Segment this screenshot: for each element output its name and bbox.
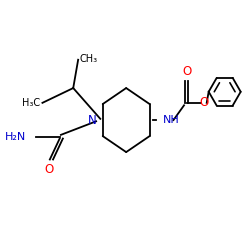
Text: O: O xyxy=(44,163,53,176)
Text: O: O xyxy=(182,65,191,78)
Text: NH: NH xyxy=(163,115,180,125)
Text: O: O xyxy=(199,96,208,109)
Text: H₂N: H₂N xyxy=(5,132,26,142)
Text: H₃C: H₃C xyxy=(22,98,40,108)
Text: CH₃: CH₃ xyxy=(80,54,98,64)
Text: N: N xyxy=(88,114,97,126)
